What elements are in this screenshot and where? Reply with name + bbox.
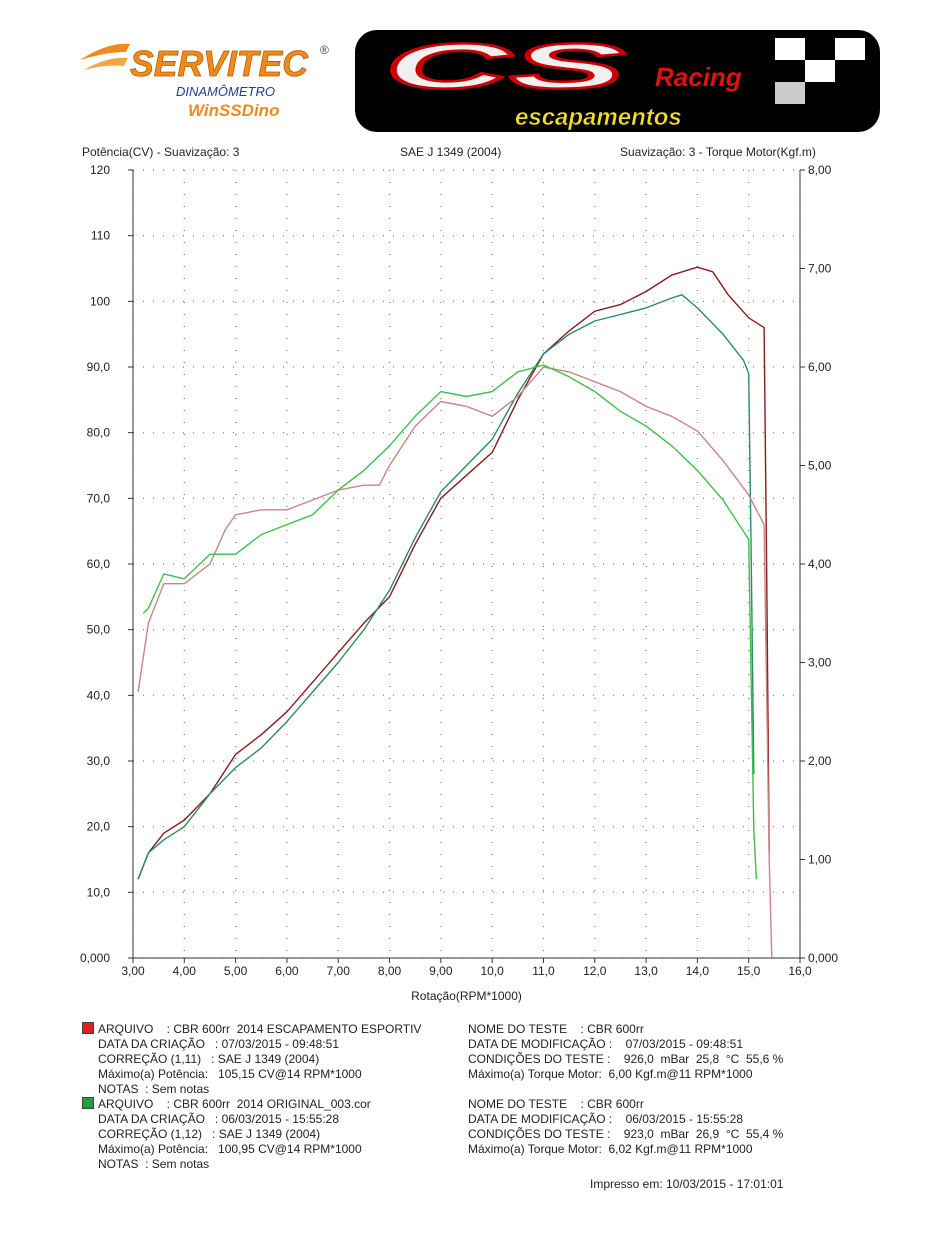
run-info-line: ARQUIVO : CBR 600rr 2014 ORIGINAL_003.co… xyxy=(82,1097,421,1112)
printed-timestamp: Impresso em: 10/03/2015 - 17:01:01 xyxy=(590,1177,784,1191)
x-tick-label: 8,00 xyxy=(378,964,402,978)
y-left-tick-label: 20,0 xyxy=(87,820,111,834)
run-info-line: CORREÇÃO (1,12) : SAE J 1349 (2004) xyxy=(82,1127,421,1142)
y-left-tick-label: 30,0 xyxy=(87,754,111,768)
run-info-text: CORREÇÃO (1,12) : SAE J 1349 (2004) xyxy=(98,1127,321,1141)
run-info-text: NOTAS : Sem notas xyxy=(98,1157,210,1171)
runs-info-left: ARQUIVO : CBR 600rr 2014 ESCAPAMENTO ESP… xyxy=(82,1022,421,1172)
y-right-tick-label: 3,00 xyxy=(808,656,832,670)
x-tick-label: 15,0 xyxy=(737,964,761,978)
svg-text:SERVITEC: SERVITEC xyxy=(130,43,309,84)
y-right-tick-label: 1,00 xyxy=(808,853,832,867)
run-test-line: CONDIÇÕES DO TESTE : 926,0 mBar 25,8 °C … xyxy=(468,1052,784,1066)
run-info-text: Máximo(a) Potência: 100,95 CV@14 RPM*100… xyxy=(98,1142,362,1156)
runs-info-right: NOME DO TESTE : CBR 600rr DATA DE MODIFIC… xyxy=(468,1022,783,1172)
run-test-line: NOME DO TESTE : CBR 600rr xyxy=(468,1022,644,1036)
y-left-tick-label: 110 xyxy=(91,229,110,243)
run-color-swatch xyxy=(82,1097,94,1109)
y-left-tick-label: 120 xyxy=(90,163,110,177)
y-right-tick-label: 4,00 xyxy=(808,557,832,571)
y-left-tick-label: 80,0 xyxy=(87,426,111,440)
x-tick-label: 9,00 xyxy=(429,964,453,978)
run-info-line: Máximo(a) Potência: 100,95 CV@14 RPM*100… xyxy=(82,1142,421,1157)
x-tick-label: 14,0 xyxy=(686,964,710,978)
svg-text:®: ® xyxy=(320,43,329,57)
x-tick-label: 16,0 xyxy=(788,964,812,978)
run-info-text: Máximo(a) Potência: 105,15 CV@14 RPM*100… xyxy=(98,1067,362,1081)
y-right-tick-label: 7,00 xyxy=(808,262,832,276)
dyno-chart: 3,00 4,00 5,00 6,00 7,00 8,00 9,00 10,0 11,0 12,0… xyxy=(80,163,838,1003)
y-left-tick-label: 70,0 xyxy=(87,491,111,505)
run-color-swatch xyxy=(82,1022,94,1034)
y-right-tick-label: 6,00 xyxy=(808,360,832,374)
x-tick-label: 3,00 xyxy=(121,964,145,978)
cs-escapamentos-logo: CS Racing escapamentos xyxy=(355,30,880,132)
x-tick-label: 6,00 xyxy=(275,964,299,978)
y-left-tick-label: 60,0 xyxy=(87,557,111,571)
run-test-line: Máximo(a) Torque Motor: 6,02 Kgf.m@11 RP… xyxy=(468,1142,753,1156)
x-tick-label: 4,00 xyxy=(173,964,197,978)
run-test-line: Máximo(a) Torque Motor: 6,00 Kgf.m@11 RP… xyxy=(468,1067,753,1081)
run-info-text: DATA DA CRIAÇÃO : 07/03/2015 - 09:48:51 xyxy=(98,1037,340,1051)
run-info-line: Máximo(a) Potência: 105,15 CV@14 RPM*100… xyxy=(82,1067,421,1082)
run-test-line: DATA DE MODIFICAÇÃO : 07/03/2015 - 09:48… xyxy=(468,1037,744,1051)
x-tick-label: 12,0 xyxy=(583,964,607,978)
run-test-line: DATA DE MODIFICAÇÃO : 06/03/2015 - 15:55… xyxy=(468,1112,744,1126)
x-tick-label: 7,00 xyxy=(327,964,351,978)
torque-series-line-2 xyxy=(137,366,773,959)
svg-text:CS: CS xyxy=(385,30,626,102)
run-info-line: DATA DA CRIAÇÃO : 06/03/2015 - 15:55:28 xyxy=(82,1112,421,1127)
power-series-line-1 xyxy=(137,294,755,880)
x-tick-label: 13,0 xyxy=(634,964,658,978)
x-tick-label: 5,00 xyxy=(224,964,248,978)
run-info-text: CORREÇÃO (1,11) : SAE J 1349 (2004) xyxy=(98,1052,320,1066)
y-right-tick-label: 5,00 xyxy=(808,459,832,473)
run-info-line: DATA DA CRIAÇÃO : 07/03/2015 - 09:48:51 xyxy=(82,1037,421,1052)
y-right-tick-label: 2,00 xyxy=(808,754,832,768)
run-info-text: DATA DA CRIAÇÃO : 06/03/2015 - 15:55:28 xyxy=(98,1112,340,1126)
servitec-logo: SERVITEC ® DINAMÔMETRO WinSSDino xyxy=(80,43,329,120)
torque-series-line-3 xyxy=(142,364,758,880)
left-axis-title: Potência(CV) - Suavização: 3 xyxy=(82,145,240,159)
svg-text:escapamentos: escapamentos xyxy=(515,104,682,131)
x-tick-label: 11,0 xyxy=(532,964,555,978)
y-left-tick-label: 90,0 xyxy=(87,360,111,374)
run-test-line: NOME DO TESTE : CBR 600rr xyxy=(468,1097,644,1111)
right-axis-title: Suavização: 3 - Torque Motor(Kgf.m) xyxy=(620,145,816,159)
x-axis-label: Rotação(RPM*1000) xyxy=(411,989,522,1003)
y-right-tick-label: 0,000 xyxy=(808,951,838,965)
power-series-line-0 xyxy=(137,266,770,880)
run-info-line: NOTAS : Sem notas xyxy=(82,1157,421,1172)
y-right-tick-label: 8,00 xyxy=(808,163,832,177)
y-left-tick-label: 40,0 xyxy=(87,688,111,702)
run-test-line: CONDIÇÕES DO TESTE : 923,0 mBar 26,9 °C … xyxy=(468,1127,784,1141)
run-info-text: ARQUIVO : CBR 600rr 2014 ESCAPAMENTO ESP… xyxy=(98,1022,422,1036)
spacer xyxy=(468,1082,783,1097)
run-info-line: CORREÇÃO (1,11) : SAE J 1349 (2004) xyxy=(82,1052,421,1067)
run-info-line: NOTAS : Sem notas xyxy=(82,1082,421,1097)
y-left-tick-label: 100 xyxy=(90,294,110,308)
svg-text:Racing: Racing xyxy=(655,62,742,92)
x-tick-label: 10,0 xyxy=(480,964,504,978)
run-info-text: ARQUIVO : CBR 600rr 2014 ORIGINAL_003.co… xyxy=(98,1097,371,1111)
run-info-text: NOTAS : Sem notas xyxy=(98,1082,210,1096)
svg-text:DINAMÔMETRO: DINAMÔMETRO xyxy=(176,84,275,99)
spacer xyxy=(468,1157,783,1172)
chart-standard: SAE J 1349 (2004) xyxy=(400,145,502,159)
y-left-tick-label: 0,000 xyxy=(80,951,110,965)
y-left-tick-label: 50,0 xyxy=(87,623,111,637)
run-info-line: ARQUIVO : CBR 600rr 2014 ESCAPAMENTO ESP… xyxy=(82,1022,421,1037)
y-left-tick-label: 10,0 xyxy=(87,885,111,899)
svg-text:WinSSDino: WinSSDino xyxy=(188,101,279,120)
